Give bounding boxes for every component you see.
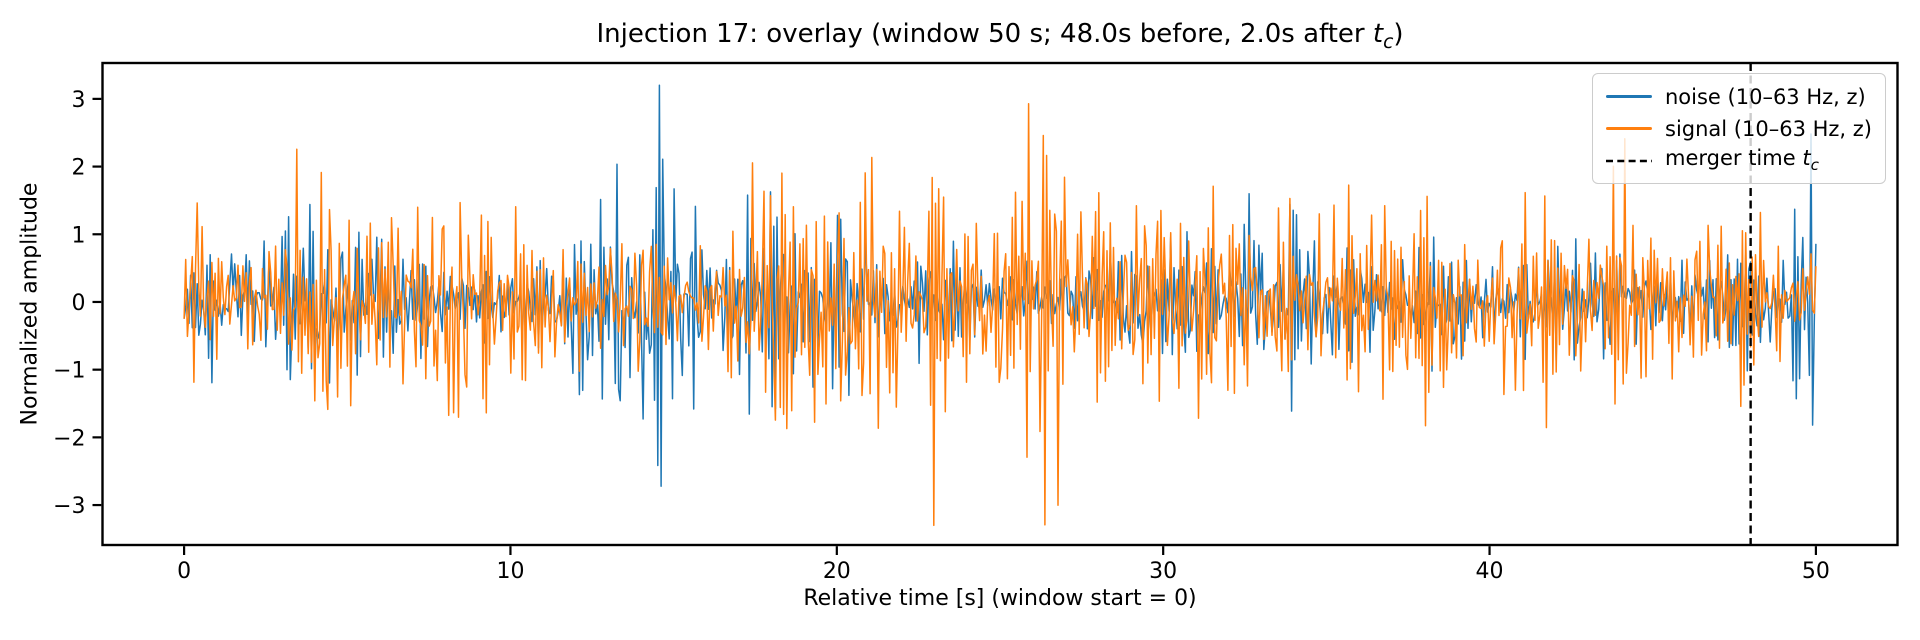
dashed-line-swatch-glyph (1606, 159, 1652, 162)
x-tick-label: 10 (496, 559, 524, 584)
legend-label-merger-time: merger time tc (1665, 146, 1819, 174)
legend-merger-text: merger time (1665, 146, 1803, 171)
legend-item-merger-time: merger time tc (1606, 146, 1872, 175)
y-tick-label: −1 (53, 359, 85, 384)
noise-trace (183, 84, 1817, 487)
x-tick-label: 30 (1149, 559, 1177, 584)
axes-spines (101, 61, 1899, 547)
signal-trace (183, 103, 1817, 527)
y-tick-label: 1 (72, 223, 86, 248)
legend-item-signal: signal (10–63 Hz, z) (1606, 114, 1872, 143)
legend: noise (10–63 Hz, z) signal (10–63 Hz, z)… (1592, 73, 1886, 184)
y-tick-label: −3 (53, 494, 85, 519)
chart-title-text: Injection 17: overlay (window 50 s; 48.0… (596, 19, 1373, 49)
chart-title-math-var: t (1372, 19, 1384, 49)
legend-merger-math-var: t (1802, 146, 1811, 171)
legend-label-noise: noise (10–63 Hz, z) (1665, 84, 1866, 109)
x-tick-label: 20 (823, 559, 851, 584)
y-tick-label: 0 (72, 291, 86, 316)
noise-line-swatch (1606, 94, 1652, 99)
signal-line-swatch (1606, 126, 1652, 131)
dashed-line-swatch (1606, 157, 1652, 165)
chart-title: Injection 17: overlay (window 50 s; 48.0… (102, 19, 1898, 58)
chart-title-suffix: ) (1393, 19, 1404, 49)
x-tick-label: 50 (1802, 559, 1830, 584)
x-tick-label: 0 (177, 559, 191, 584)
y-tick-label: −2 (53, 426, 85, 451)
legend-item-noise: noise (10–63 Hz, z) (1606, 82, 1872, 111)
y-tick-label: 2 (72, 156, 86, 181)
x-tick-label: 40 (1476, 559, 1504, 584)
y-tick-label: 3 (72, 88, 86, 113)
x-axis-label: Relative time [s] (window start = 0) (803, 586, 1197, 611)
chart-title-math-sub: c (1383, 32, 1394, 54)
legend-label-signal: signal (10–63 Hz, z) (1665, 116, 1872, 141)
legend-merger-math-sub: c (1810, 156, 1819, 175)
